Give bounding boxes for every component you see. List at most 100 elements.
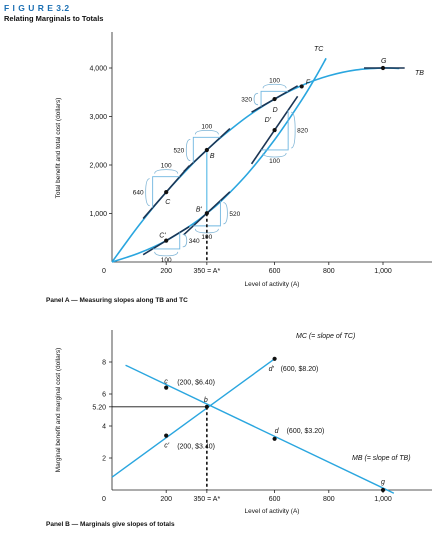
tc-curve-label: TC xyxy=(314,46,324,53)
slope-triangle-legs xyxy=(261,110,289,151)
point-label: b xyxy=(204,397,208,404)
panel-a-y-tick-label: 2,000 xyxy=(89,163,107,170)
mc-line-label: MC (= slope of TC) xyxy=(296,333,355,340)
panel-b-x-tick-label: 800 xyxy=(323,496,335,503)
panel-b-y-tick-label: 4 xyxy=(102,424,106,431)
point-f xyxy=(299,84,304,89)
point-b-prime xyxy=(204,211,209,216)
slope-triangle-legs xyxy=(152,176,180,208)
panel-a-x-tick-label: 1,000 xyxy=(374,268,392,275)
panel-b-y-tick-label: 8 xyxy=(102,360,106,367)
slope-triangle-1 xyxy=(185,129,221,163)
point-label: D xyxy=(273,107,278,114)
slope-run-label: 100 xyxy=(161,163,172,170)
slope-run-label: 100 xyxy=(269,158,280,165)
slope-triangle-legs xyxy=(193,200,221,227)
rise-brace xyxy=(145,178,150,207)
point-label: d xyxy=(275,428,280,435)
point-label: c' xyxy=(164,443,170,450)
point-annotation: (600, $3.20) xyxy=(287,428,325,435)
slope-triangle-5 xyxy=(261,110,296,158)
panel-b-y-tick-label: 6 xyxy=(102,392,106,399)
slope-triangle-3 xyxy=(152,232,188,257)
panel-a-y-tick-label: 3,000 xyxy=(89,114,107,121)
rise-brace xyxy=(253,92,259,106)
slope-rise-label: 340 xyxy=(189,238,200,245)
point-c-prime xyxy=(164,238,169,243)
slope-run-label: 100 xyxy=(161,257,172,264)
slope-rise-label: 820 xyxy=(297,128,308,135)
point-c xyxy=(164,190,169,195)
point-g xyxy=(380,65,386,71)
point-label: F xyxy=(306,79,311,86)
slope-run-label: 100 xyxy=(269,77,280,84)
panel-b-x-tick-label: 200 xyxy=(160,496,172,503)
panel-b-x-tick-label: 600 xyxy=(269,496,281,503)
slope-rise-label: 520 xyxy=(173,147,184,154)
panel-a-x-tick-label: 0 xyxy=(102,268,106,275)
point-c xyxy=(164,385,169,390)
figure-title: Relating Marginals to Totals xyxy=(4,14,104,23)
point-label: c xyxy=(164,379,168,386)
panel-b-y-tick-label: 2 xyxy=(102,456,106,463)
point-label: D' xyxy=(265,117,272,124)
panel-a-x-tick-label: 200 xyxy=(160,268,172,275)
panel-a-caption: Panel A — Measuring slopes along TB and … xyxy=(46,297,188,304)
point-label: G xyxy=(381,58,387,65)
slope-triangle-legs xyxy=(192,136,221,163)
panel-a-y-axis-label: Total benefit and total cost (dollars) xyxy=(55,98,62,199)
slope-triangle-4 xyxy=(193,200,228,234)
panel-b-x-tick-label: 350 = A* xyxy=(194,496,221,503)
point-c-prime xyxy=(164,433,169,438)
slope-rise-label: 640 xyxy=(133,190,144,197)
panel-a-x-tick-label: 800 xyxy=(323,268,335,275)
point-label: C xyxy=(165,199,171,206)
panel-a-y-tick-label: 4,000 xyxy=(89,66,107,73)
mb-line xyxy=(125,364,395,494)
slope-triangle-legs xyxy=(152,232,181,250)
tb-curve-label: TB xyxy=(415,70,424,77)
run-brace xyxy=(194,129,219,135)
slope-run-label: 100 xyxy=(201,123,212,130)
point-b xyxy=(204,404,209,409)
point-label: B' xyxy=(196,206,203,213)
slope-triangle-legs xyxy=(260,90,289,107)
run-brace xyxy=(154,169,179,174)
slope-rise-label: 520 xyxy=(229,211,240,218)
slope-rise-label: 320 xyxy=(241,97,252,104)
run-brace xyxy=(262,83,287,89)
point-d-prime xyxy=(272,127,277,133)
panel-a-x-axis-label: Level of activity (A) xyxy=(245,281,300,288)
run-brace xyxy=(262,152,287,158)
point-b xyxy=(204,147,209,153)
point-label: B xyxy=(210,153,215,160)
panel-b-y-axis-label: Marginal benefit and marginal cost (doll… xyxy=(55,348,62,473)
panel-b-caption: Panel B — Marginals give slopes of total… xyxy=(46,521,175,528)
slope-triangle-2 xyxy=(253,83,289,107)
rise-brace xyxy=(185,138,191,161)
point-d xyxy=(272,96,277,102)
point-annotation: (200, $3.40) xyxy=(177,444,215,451)
point-label: d' xyxy=(269,366,275,373)
run-brace xyxy=(154,251,179,257)
panel-b-x-axis-label: Level of activity (A) xyxy=(245,508,300,515)
panel-a-x-tick-label: 600 xyxy=(269,268,281,275)
slope-triangle-0 xyxy=(145,169,180,208)
rise-brace xyxy=(291,111,296,149)
mc-line xyxy=(111,358,276,478)
point-g xyxy=(380,487,386,493)
rise-brace xyxy=(182,234,188,248)
point-d xyxy=(272,436,277,441)
panel-b-x-tick-label: 1,000 xyxy=(374,496,392,503)
point-label: C' xyxy=(159,233,166,240)
panel-a-x-tick-label: 350 = A* xyxy=(194,268,221,275)
panel-b-y-tick-label: 5.20 xyxy=(92,404,106,411)
mb-line-label: MB (= slope of TB) xyxy=(352,455,411,462)
point-annotation: (600, $8.20) xyxy=(281,366,319,373)
point-d-prime xyxy=(272,356,277,361)
run-brace xyxy=(194,228,219,234)
rise-brace xyxy=(223,202,228,225)
panel-b-x-tick-label: 0 xyxy=(102,496,106,503)
figure-label: F I G U R E 3.2 xyxy=(4,3,70,13)
